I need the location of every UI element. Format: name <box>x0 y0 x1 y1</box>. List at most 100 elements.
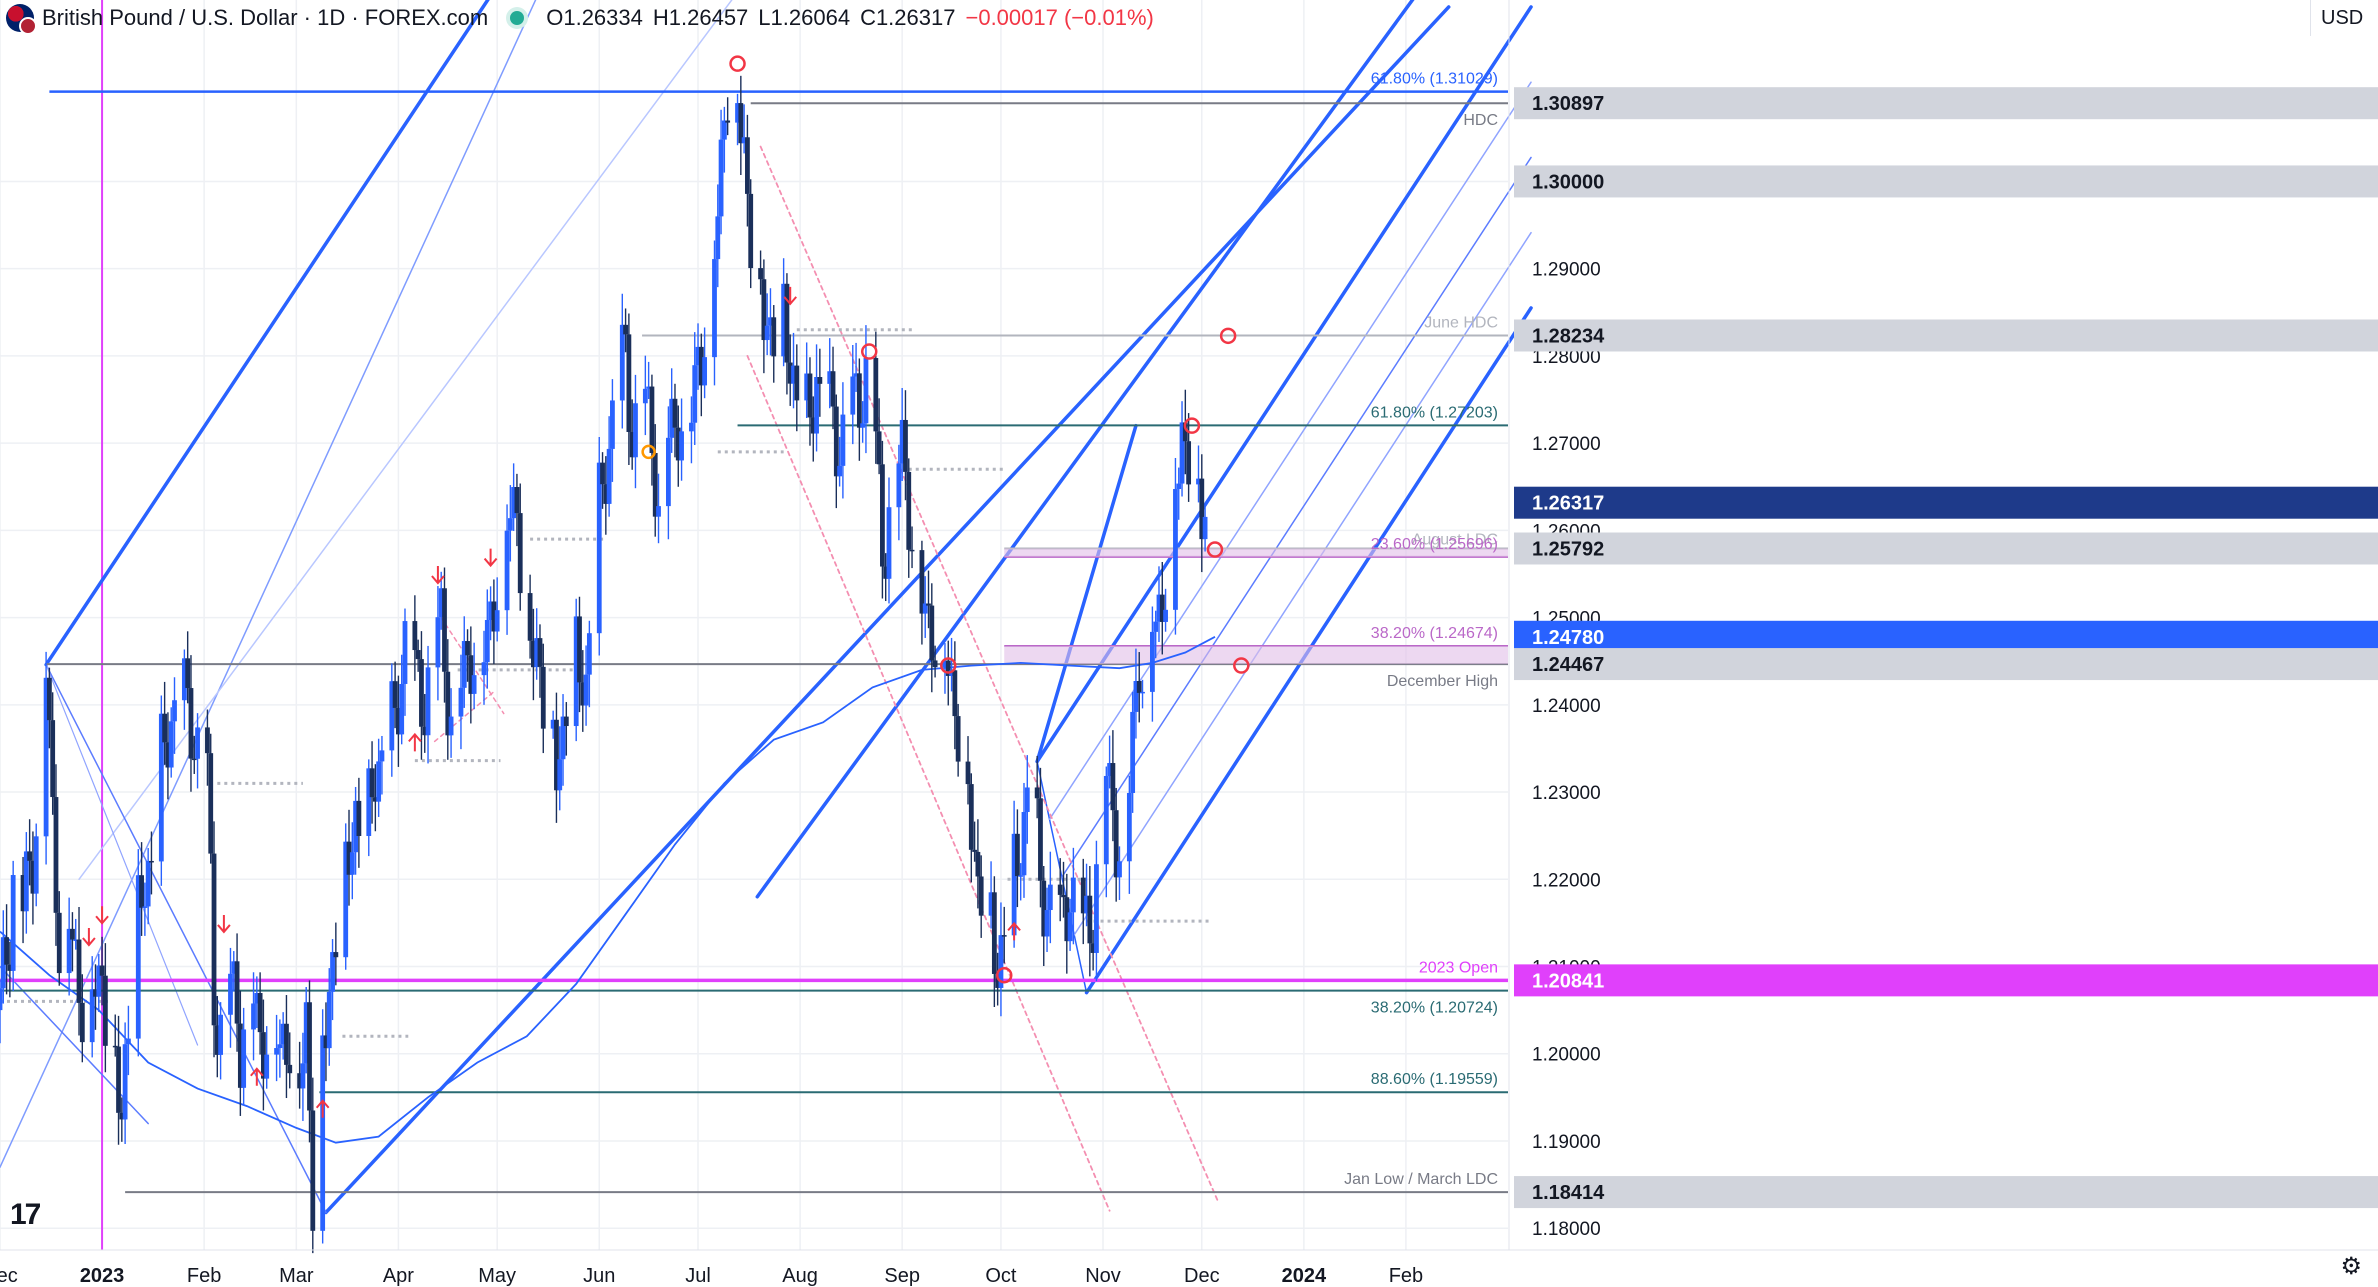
level-label: Jan Low / March LDC <box>1344 1171 1498 1188</box>
candle-body <box>652 452 658 517</box>
time-tick-label: Aug <box>782 1265 818 1287</box>
candle-body <box>922 603 928 614</box>
down-arrow-icon <box>431 566 445 585</box>
candle-body <box>679 431 684 461</box>
candle-body <box>1038 798 1043 881</box>
candle-body <box>511 487 517 519</box>
candle-body <box>583 674 589 706</box>
symbol-title[interactable]: British Pound / U.S. Dollar · 1D · FOREX… <box>42 5 489 30</box>
candle-body <box>0 937 6 989</box>
candle-body <box>692 365 698 423</box>
candle-body <box>787 362 793 384</box>
descending-channel-upper-line <box>759 145 1220 1203</box>
price-tick-label: 1.23000 <box>1532 783 1601 804</box>
candle-body <box>883 566 889 579</box>
candle-body <box>738 103 744 144</box>
candle-body <box>633 403 638 458</box>
currency-selector[interactable]: USD <box>2310 0 2378 36</box>
candle-body <box>804 373 810 401</box>
candle-body <box>942 660 948 668</box>
candle-body <box>975 851 981 877</box>
candle-body <box>1064 897 1070 942</box>
candle-body <box>550 719 556 729</box>
candle-body <box>1117 861 1122 878</box>
fib-zone-236 <box>1004 548 1508 557</box>
candle-body <box>1186 441 1192 485</box>
price-tag-box <box>1514 486 2378 519</box>
candle-body <box>415 650 421 660</box>
candle-body <box>794 365 800 401</box>
candle-body <box>1199 478 1205 540</box>
candle-body <box>995 973 1001 988</box>
candle-body <box>735 103 740 123</box>
candle-body <box>399 683 405 735</box>
candle-body <box>771 317 777 357</box>
candle-body <box>649 386 655 453</box>
candle-body <box>172 700 177 722</box>
candle-body <box>955 716 961 762</box>
candle-body <box>1107 763 1112 776</box>
candle-body <box>784 283 790 363</box>
pitchfork-median-line <box>1073 231 1532 936</box>
pivot-circle <box>1183 417 1201 434</box>
candle-body <box>1133 681 1139 712</box>
candle-body <box>1150 631 1155 692</box>
candle-body <box>280 1023 286 1045</box>
candle-body <box>43 677 49 837</box>
time-axis[interactable]: Dec 2023 Feb Mar Apr May Jun Jul Aug Sep Oct Nov Dec… <box>0 1249 2378 1287</box>
candle-body <box>577 616 582 683</box>
candle-body <box>646 386 652 389</box>
candle-body <box>419 659 424 727</box>
candle-body <box>379 750 385 762</box>
candle-body <box>791 365 796 384</box>
time-tick-label: 2024 <box>1282 1265 1327 1287</box>
price-tag-label: 1.20841 <box>1532 970 1604 992</box>
candle-body <box>484 619 490 663</box>
candle-body <box>517 513 523 594</box>
candle-body <box>932 660 938 668</box>
candle-body <box>725 120 731 123</box>
candle-body <box>491 601 497 632</box>
candle-body <box>833 406 839 477</box>
candle-body <box>396 707 401 735</box>
tradingview-logo-icon[interactable]: 17 <box>10 1198 41 1231</box>
candle-body <box>1084 895 1089 914</box>
candle-body <box>573 616 579 727</box>
candle-body <box>886 507 892 579</box>
down-arrow-icon <box>783 286 797 306</box>
candle-body <box>188 688 194 759</box>
candle-body <box>534 638 540 668</box>
candle-body <box>181 658 187 701</box>
gbpusd-flag-icon <box>6 4 37 35</box>
candle-body <box>926 603 931 606</box>
descending-channel-lower-line <box>746 354 1111 1212</box>
price-tag-label: 1.30897 <box>1532 93 1604 115</box>
candle-body <box>968 784 974 850</box>
candle-body <box>330 952 335 992</box>
down-arrow-icon <box>483 548 498 568</box>
candle-body <box>251 1003 256 1030</box>
candle-body <box>689 422 694 432</box>
candle-body <box>116 1046 121 1113</box>
candle-body <box>1202 516 1208 540</box>
candle-body <box>850 376 856 415</box>
candle-body <box>856 373 862 428</box>
price-axis[interactable]: 1.180001.190001.200001.210001.220001.230… <box>1508 0 2378 1250</box>
candle-body <box>122 1044 128 1120</box>
candle-body <box>629 431 635 458</box>
price-tag-label: 1.18414 <box>1532 1182 1605 1204</box>
candle-body <box>274 1048 279 1055</box>
price-tick-label: 1.29000 <box>1532 260 1601 281</box>
price-tag-label: 1.24780 <box>1532 627 1604 649</box>
candle-body <box>880 464 885 567</box>
candle-body <box>1024 787 1030 813</box>
candle-body <box>814 377 819 434</box>
march-channel-quarter-line <box>78 0 733 881</box>
price-tag-box <box>1514 319 2378 352</box>
settings-gear-icon[interactable]: ⚙ <box>2340 1253 2362 1280</box>
candle-body <box>945 660 951 676</box>
high-value: H1.26457 <box>652 5 749 30</box>
candle-body <box>356 800 362 837</box>
candle-body <box>162 713 168 743</box>
